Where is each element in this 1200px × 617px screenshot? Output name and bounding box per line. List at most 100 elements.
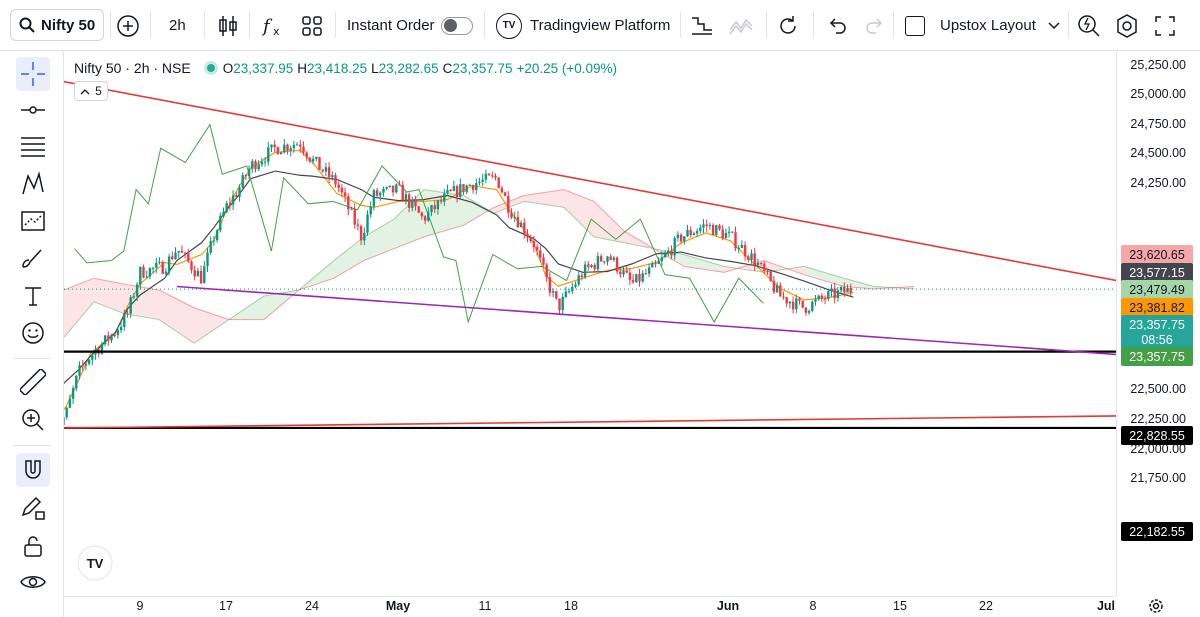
forecast-tool[interactable] <box>16 204 50 238</box>
candle <box>791 296 795 314</box>
refresh-button[interactable] <box>777 0 799 51</box>
candle <box>235 191 238 198</box>
price-label: 23,357.75 <box>1121 315 1193 334</box>
pattern-tool[interactable] <box>16 167 50 201</box>
candle-body <box>804 307 808 313</box>
cloud-segment <box>654 248 684 267</box>
crosshair-icon <box>21 62 45 86</box>
candle-body <box>241 175 244 188</box>
zoom-tool[interactable] <box>16 403 50 437</box>
crosshair-tool[interactable] <box>16 57 50 91</box>
candle-body <box>151 267 155 269</box>
candle <box>276 146 280 155</box>
scale-settings-button[interactable] <box>1148 598 1164 617</box>
candle-body <box>561 296 564 311</box>
candle <box>411 196 414 212</box>
trend-line-tool[interactable] <box>16 93 50 127</box>
cloud-segment <box>844 278 874 289</box>
time-scale[interactable]: 9 17 24 May 11 18 Jun 8 15 22 Jul <box>64 596 1116 617</box>
gear-icon <box>1149 599 1163 613</box>
candle <box>638 268 641 287</box>
candle <box>334 172 337 188</box>
settings-button[interactable] <box>1115 0 1139 51</box>
candle <box>289 145 292 157</box>
candle-body <box>667 250 670 254</box>
candle <box>775 282 779 293</box>
candle-body <box>155 262 158 268</box>
candle <box>465 184 468 195</box>
brush-tool[interactable] <box>16 241 50 275</box>
candle-body <box>177 251 180 253</box>
candle-body <box>574 284 577 287</box>
emoji-tool[interactable] <box>16 316 50 350</box>
instant-order-toggle[interactable]: Instant Order <box>347 0 473 51</box>
candle-body <box>660 257 664 262</box>
candle <box>708 222 712 230</box>
candle <box>222 207 225 218</box>
candle-body <box>670 250 673 256</box>
templates-button[interactable] <box>302 0 322 51</box>
candle-body <box>615 257 619 272</box>
chart-type-button[interactable] <box>217 0 239 51</box>
candle-body <box>731 231 734 233</box>
visibility-tool[interactable] <box>16 565 50 599</box>
candle <box>574 281 577 289</box>
time-tick: 8 <box>809 599 817 613</box>
measure-tool[interactable] <box>16 365 50 399</box>
chart-legend: Nifty 50 · 2h · NSE O 23,337.95 H 23,418… <box>74 58 621 78</box>
candle-body <box>590 265 593 267</box>
magnet-tool[interactable] <box>16 453 50 487</box>
interval-button[interactable]: 2h <box>169 17 186 34</box>
price-scale[interactable]: 25,250.00 25,000.00 24,750.00 24,500.00 24,2… <box>1116 51 1200 596</box>
candle <box>622 265 625 278</box>
candle <box>206 247 209 273</box>
candle <box>311 155 315 165</box>
candle-body <box>187 252 190 262</box>
compare-button[interactable] <box>116 0 140 51</box>
legend-low-value: 23,282.65 <box>378 60 439 76</box>
candle <box>247 165 251 179</box>
price-label: 23,381.82 <box>1121 298 1193 317</box>
drawing-mode-tool[interactable] <box>16 491 50 525</box>
text-tool[interactable] <box>16 279 50 313</box>
candle-body <box>459 184 462 197</box>
candle <box>174 247 177 260</box>
candle <box>599 253 603 263</box>
candle-body <box>711 224 715 235</box>
candle <box>183 251 187 259</box>
candle <box>539 245 542 263</box>
candle-body <box>567 291 571 293</box>
candle-body <box>743 244 747 257</box>
symbol-search[interactable]: Nifty 50 <box>10 9 104 41</box>
price-label: 23,620.65 <box>1121 245 1193 264</box>
quick-search-button[interactable] <box>1077 0 1101 51</box>
candle <box>164 267 168 276</box>
candle-body <box>558 298 561 311</box>
candle <box>443 188 446 206</box>
candle <box>468 183 472 187</box>
candle-body <box>647 267 651 274</box>
replay-button[interactable] <box>728 0 754 51</box>
fullscreen-icon <box>1155 15 1175 36</box>
redo-button[interactable] <box>864 0 886 51</box>
layout-button[interactable]: Upstox Layout <box>905 0 1060 51</box>
toggle-switch[interactable] <box>440 16 473 35</box>
candle <box>702 219 705 234</box>
legend-collapse-button[interactable]: 5 <box>74 81 108 101</box>
platform-button[interactable]: TV Tradingview Platform <box>496 0 670 51</box>
lock-tool[interactable] <box>16 529 50 563</box>
alert-list-button[interactable] <box>690 0 714 51</box>
cloud-segment <box>264 290 299 320</box>
chevron-up-icon <box>80 88 90 94</box>
eye-icon <box>20 576 46 588</box>
candle <box>190 260 193 274</box>
price-chart[interactable]: TV <box>64 51 1116 596</box>
pattern-icon <box>22 171 44 195</box>
candle <box>686 224 689 237</box>
fib-tool[interactable] <box>16 130 50 164</box>
price-tick: 22,000.00 <box>1130 441 1186 456</box>
fullscreen-button[interactable] <box>1155 0 1175 51</box>
undo-button[interactable] <box>826 0 848 51</box>
